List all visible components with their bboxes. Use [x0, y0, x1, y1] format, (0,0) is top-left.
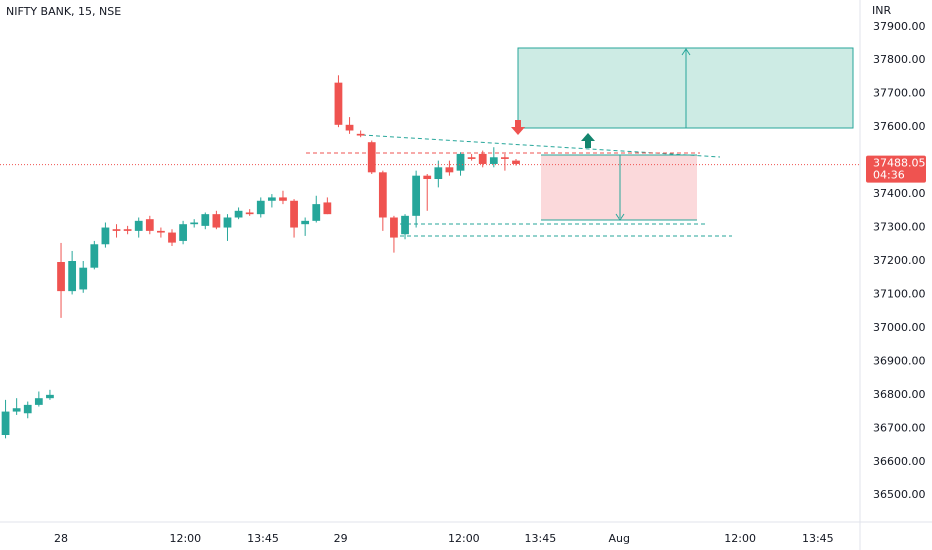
x-tick-label: 12:00: [169, 532, 201, 545]
candle-body: [279, 197, 287, 201]
last-price-label: 37488.05: [873, 157, 926, 170]
candle-body: [445, 167, 454, 173]
candle-body: [12, 408, 21, 412]
candle-body: [123, 229, 132, 231]
candle-body: [334, 82, 343, 125]
candle-body: [245, 212, 254, 215]
x-tick-label: 29: [334, 532, 348, 545]
y-tick-label: 37300.00: [873, 221, 926, 234]
x-tick-label: 12:00: [724, 532, 756, 545]
candle-body: [489, 157, 498, 164]
candle-body: [301, 220, 310, 225]
y-tick-label: 37700.00: [873, 87, 926, 100]
candle-body: [201, 214, 210, 226]
y-tick-label: 37600.00: [873, 120, 926, 133]
candle-body: [478, 153, 487, 164]
last-price-tag: [866, 155, 926, 183]
y-tick-label: 37100.00: [873, 287, 926, 300]
candle-body: [79, 267, 88, 290]
x-tick-label: 12:00: [448, 532, 480, 545]
candle-body: [46, 394, 54, 399]
candle-body: [423, 175, 432, 180]
candle-body: [323, 202, 332, 215]
candle-body: [367, 142, 376, 173]
candle-body: [57, 262, 65, 292]
candle-body: [145, 219, 154, 231]
candle-body: [157, 230, 165, 233]
stop-arrow-head: [615, 213, 625, 221]
x-tick-label: 28: [54, 532, 68, 545]
y-tick-label: 36800.00: [873, 388, 926, 401]
candle-body: [345, 124, 354, 131]
candle-body: [267, 197, 276, 201]
candle-body: [512, 160, 520, 164]
candle-body: [223, 217, 232, 228]
candle-body: [356, 133, 365, 136]
candle-body: [134, 220, 143, 231]
candle-body: [190, 222, 199, 225]
candle-body: [378, 172, 387, 218]
candle-body: [290, 200, 298, 228]
buy-arrow: [581, 133, 595, 148]
candle-body: [212, 214, 221, 228]
y-tick-label: 36900.00: [873, 354, 926, 367]
x-tick-label: 13:45: [247, 532, 279, 545]
countdown-label: 04:36: [873, 169, 905, 182]
y-tick-label: 37000.00: [873, 321, 926, 334]
chart-title: NIFTY BANK, 15, NSE: [6, 5, 121, 18]
stop-zone: [541, 155, 697, 220]
candle-body: [1, 411, 10, 435]
x-tick-label: 13:45: [802, 532, 834, 545]
y-tick-label: 37900.00: [873, 20, 926, 33]
candle-body: [234, 210, 243, 218]
candle-body: [312, 204, 321, 221]
trend-line: [361, 134, 721, 158]
y-tick-label: 36600.00: [873, 455, 926, 468]
y-tick-label: 37400.00: [873, 187, 926, 200]
y-tick-label: 36500.00: [873, 488, 926, 501]
candle-body: [168, 232, 176, 243]
candle-body: [179, 224, 187, 241]
sell-arrow: [511, 120, 525, 135]
candle-body: [90, 244, 99, 268]
candle-body: [412, 175, 421, 216]
candle-body: [101, 227, 110, 245]
y-tick-label: 37800.00: [873, 53, 926, 66]
x-tick-label: Aug: [608, 532, 629, 545]
candle-body: [390, 217, 398, 238]
candle-body: [401, 215, 409, 235]
candle-body: [434, 167, 443, 180]
candle-body: [256, 200, 265, 215]
y-tick-label: 36700.00: [873, 421, 926, 434]
x-tick-label: 13:45: [525, 532, 557, 545]
candle-body: [34, 398, 43, 405]
currency: INR: [872, 4, 891, 17]
candle-body: [68, 261, 77, 292]
target-arrow-head: [681, 48, 691, 56]
candle-body: [467, 157, 476, 159]
candle-body: [23, 404, 32, 414]
candle-body: [112, 229, 121, 231]
candle-body: [456, 153, 465, 171]
y-tick-label: 37200.00: [873, 254, 926, 267]
candle-body: [501, 157, 509, 159]
